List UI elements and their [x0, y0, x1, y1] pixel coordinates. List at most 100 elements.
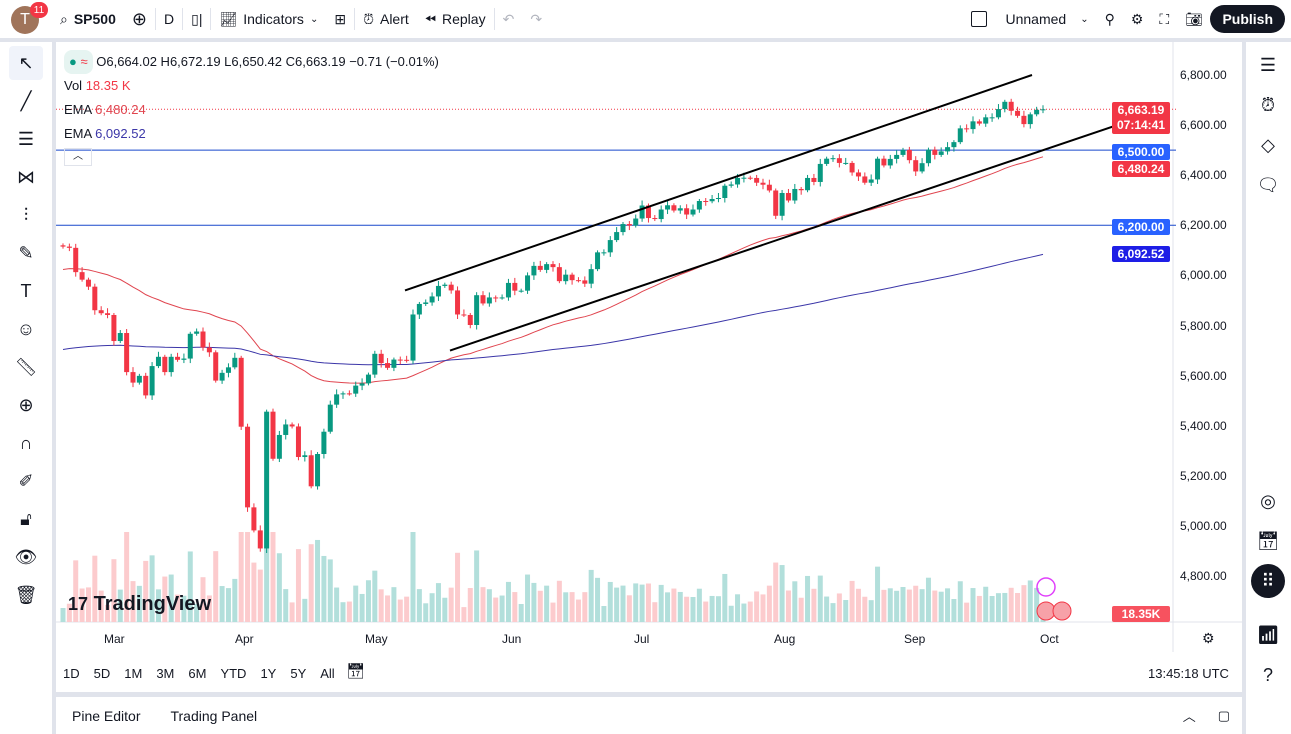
volume-bar [385, 595, 391, 622]
chart-pane[interactable]: ● ≈ O6,664.02 H6,672.19 L6,650.42 C6,663… [56, 42, 1242, 692]
pine-editor-tab[interactable]: Pine Editor [72, 707, 141, 724]
settings-axis-icon[interactable]: ⚙ [1202, 630, 1215, 646]
candle-body [582, 280, 588, 284]
lock-drawing-icon[interactable]: ✐ [18, 470, 34, 491]
volume-bar [486, 589, 492, 622]
snapshot-button[interactable]: 📷︎ [1177, 0, 1211, 38]
volume-bar [805, 575, 811, 622]
fib-icon[interactable]: ☰ [17, 128, 35, 149]
volume-bar [270, 532, 276, 622]
price-chart[interactable] [56, 42, 1242, 692]
pattern-icon[interactable]: ⋈ [17, 166, 35, 187]
candle-body [187, 333, 193, 359]
candle-body [315, 454, 321, 487]
x-tick-label: Oct [1040, 632, 1059, 646]
apps-icon[interactable]: ⠿ [1251, 564, 1285, 598]
target-icon[interactable]: ◎ [1260, 490, 1276, 511]
range-5y[interactable]: 5Y [290, 665, 307, 681]
quick-search-button[interactable]: ⚲ [1104, 10, 1115, 27]
candle-body [875, 158, 881, 180]
undo-button[interactable]: ↶ [502, 10, 515, 27]
volume-bar [556, 580, 562, 622]
trash-icon[interactable]: 🗑︎ [14, 584, 38, 605]
brush-icon[interactable]: ✎ [18, 242, 34, 263]
volume-bar [461, 607, 467, 622]
eye-icon[interactable]: 👁︎ [14, 546, 38, 567]
range-ytd[interactable]: YTD [220, 665, 247, 681]
candle-body [117, 333, 123, 342]
volume-bar [1015, 593, 1021, 622]
y-tick-label: 6,200.00 [1180, 218, 1227, 233]
candle-body [957, 128, 963, 143]
candle-body [308, 455, 314, 487]
symbol-search[interactable]: ⌕ SP500 [52, 0, 124, 38]
alerts-icon[interactable]: ⏰︎ [1260, 94, 1276, 115]
forecast-icon[interactable]: ⫶ [23, 204, 29, 225]
range-1d[interactable]: 1D [63, 665, 80, 681]
volume-bar [213, 551, 219, 622]
publish-button[interactable]: Publish [1210, 5, 1285, 33]
candle-body [607, 240, 613, 253]
x-tick-label: Mar [104, 632, 125, 646]
candle-body [595, 252, 601, 270]
calendar-icon[interactable]: 📅︎ [1256, 530, 1280, 551]
collapse-legend-button[interactable]: ︿ [64, 148, 92, 166]
chart-type-button[interactable]: ▯| [183, 0, 210, 38]
maximize-icon[interactable]: ▢ [1217, 707, 1230, 723]
volume-bar [665, 592, 671, 622]
status-dot: ● ≈ [64, 50, 93, 74]
clock[interactable]: 13:45:18 UTC [1148, 666, 1229, 681]
layers-icon[interactable]: ◇ [1261, 134, 1275, 155]
range-6m[interactable]: 6M [188, 665, 207, 681]
zoom-in-icon[interactable]: ⊕ [18, 394, 34, 415]
emoji-icon[interactable]: ☺ [16, 318, 36, 339]
ema-fast-line [62, 156, 1044, 384]
volume-bar [970, 588, 976, 622]
volume-bar [544, 585, 550, 622]
candle-body [722, 185, 728, 198]
candle-body [474, 295, 480, 325]
volume-bar [429, 593, 435, 622]
templates-button[interactable]: ⊞ [326, 0, 354, 38]
watchlist-icon[interactable]: ☰ [1259, 54, 1277, 75]
y-tick-label: 5,000.00 [1180, 518, 1227, 533]
range-3m[interactable]: 3M [156, 665, 175, 681]
volume-bar [175, 594, 181, 622]
hline-6500-label: 6,500.00 [1112, 144, 1170, 160]
date-range-icon[interactable]: 📅︎ [346, 663, 366, 680]
lock-icon[interactable]: 🔓︎ [20, 508, 32, 529]
range-5d[interactable]: 5D [93, 665, 111, 681]
event-icon [1036, 577, 1056, 597]
indicators-button[interactable]: 📈︎ Indicators ⌄ [211, 0, 326, 38]
replay-button[interactable]: ⏪︎ Replay [417, 0, 494, 38]
help-icon[interactable]: ? [1262, 664, 1273, 685]
trading-panel-tab[interactable]: Trading Panel [170, 707, 258, 724]
candle-body [397, 359, 403, 361]
candle-body [537, 265, 543, 270]
candle-body [264, 411, 270, 549]
settings-button[interactable]: ⚙ [1123, 0, 1152, 38]
range-1m[interactable]: 1M [124, 665, 143, 681]
volume-bar [607, 581, 613, 622]
ruler-icon[interactable]: 📏︎ [14, 356, 38, 377]
layout-button[interactable]: Unnamed ⌄ [963, 0, 1096, 38]
interval-button[interactable]: D [163, 11, 175, 27]
chevron-up-icon[interactable]: ︿ [1182, 709, 1196, 724]
compare-button[interactable]: ⊕ [124, 0, 155, 38]
range-all[interactable]: All [320, 665, 335, 681]
stream-icon[interactable]: 📶︎ [1256, 624, 1280, 645]
trendline-icon[interactable]: ╱ [20, 90, 32, 111]
magnet-icon[interactable]: ∩ [19, 432, 33, 453]
candle-body [862, 176, 868, 183]
range-1y[interactable]: 1Y [260, 665, 277, 681]
text-icon[interactable]: T [20, 280, 32, 301]
chat-icon[interactable]: 🗨︎ [1256, 174, 1280, 195]
redo-button[interactable]: ↷ [530, 10, 543, 27]
candle-body [639, 205, 645, 219]
cursor-icon[interactable]: ↖ [9, 46, 43, 80]
candle-body [111, 314, 117, 342]
volume-bar [232, 578, 238, 622]
candle-body [995, 109, 1001, 118]
alert-button[interactable]: ⏰︎ Alert [355, 0, 417, 38]
fullscreen-button[interactable]: ⛶ [1151, 0, 1177, 38]
